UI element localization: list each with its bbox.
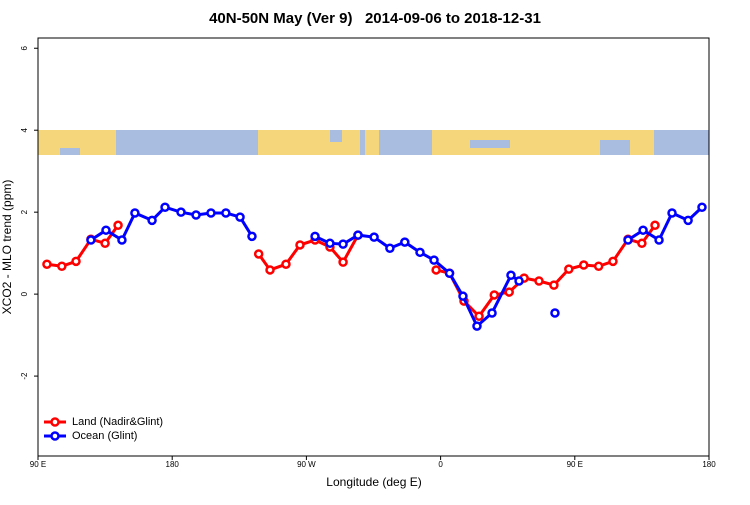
- land-band: [258, 130, 360, 155]
- data-point: [206, 208, 216, 218]
- data-point: [385, 243, 395, 253]
- data-point: [160, 202, 170, 212]
- data-point: [415, 247, 425, 258]
- legend-label: Land (Nadir&Glint): [72, 416, 163, 428]
- data-point: [310, 231, 320, 242]
- data-point: [667, 208, 677, 218]
- data-point: [489, 290, 500, 300]
- data-point: [100, 238, 110, 249]
- data-point: [504, 287, 514, 297]
- data-point: [176, 207, 186, 217]
- data-point: [506, 270, 516, 281]
- legend-label: Ocean (Glint): [72, 430, 137, 442]
- data-point: [247, 231, 257, 242]
- data-point: [130, 208, 140, 218]
- data-point: [101, 225, 111, 235]
- data-point: [325, 238, 335, 249]
- data-point: [71, 256, 81, 267]
- data-point: [369, 232, 379, 242]
- x-tick-label: 0: [438, 460, 443, 469]
- data-point: [235, 212, 245, 222]
- data-point: [444, 268, 455, 278]
- data-point: [638, 225, 648, 235]
- data-point: [431, 265, 441, 275]
- data-point: [253, 249, 264, 259]
- data-point: [474, 311, 484, 322]
- data-point: [654, 235, 664, 245]
- data-point: [487, 308, 497, 318]
- data-point: [191, 210, 201, 220]
- data-point: [608, 256, 618, 267]
- plot-frame: [37, 37, 710, 457]
- data-point: [117, 235, 127, 245]
- y-tick-label: -2: [20, 372, 29, 380]
- data-point: [578, 260, 589, 270]
- ocean-band: [470, 140, 510, 148]
- ocean-band: [600, 140, 630, 155]
- x-tick-label: 180: [702, 460, 716, 469]
- chart-title: 40N-50N May (Ver 9) 2014-09-06 to 2018-1…: [209, 10, 541, 27]
- data-point: [564, 264, 574, 274]
- x-axis-label: Longitude (deg E): [326, 475, 421, 489]
- map-strip: [38, 130, 709, 155]
- data-point: [534, 276, 544, 286]
- ocean-band: [60, 148, 80, 155]
- data-point: [514, 276, 524, 286]
- y-axis-label: XCO2 - MLO trend (ppm): [0, 180, 14, 315]
- data-point: [113, 220, 123, 231]
- data-point: [295, 240, 305, 250]
- data-point: [623, 235, 633, 245]
- x-tick-label: 180: [166, 460, 180, 469]
- y-tick-label: 4: [20, 127, 29, 132]
- ocean-band: [330, 130, 342, 142]
- data-point: [429, 255, 439, 265]
- data-point: [550, 308, 560, 318]
- data-point: [650, 220, 660, 231]
- data-point: [338, 257, 348, 267]
- data-point: [221, 208, 231, 218]
- y-tick-label: 0: [20, 291, 29, 296]
- data-point: [458, 291, 468, 301]
- data-point: [281, 259, 291, 269]
- data-point: [549, 280, 559, 290]
- data-point: [147, 215, 157, 226]
- data-point: [593, 261, 604, 272]
- data-point: [57, 261, 67, 272]
- data-point: [637, 238, 647, 249]
- series-line: [435, 224, 657, 319]
- legend-marker: [50, 417, 60, 427]
- data-point: [353, 230, 363, 240]
- y-tick-label: 2: [20, 209, 29, 214]
- x-tick-label: 90 E: [30, 460, 46, 469]
- y-tick-label: 6: [20, 45, 29, 50]
- data-point: [42, 259, 52, 269]
- data-point: [265, 265, 275, 275]
- x-tick-label: 90 W: [297, 460, 316, 469]
- data-point: [86, 235, 96, 245]
- legend-marker: [50, 431, 60, 441]
- land-band: [365, 130, 379, 155]
- data-point: [338, 239, 348, 249]
- data-point: [472, 321, 482, 331]
- data-point: [683, 215, 693, 226]
- data-point: [697, 202, 707, 212]
- x-tick-label: 90 E: [567, 460, 583, 469]
- data-point: [400, 237, 410, 247]
